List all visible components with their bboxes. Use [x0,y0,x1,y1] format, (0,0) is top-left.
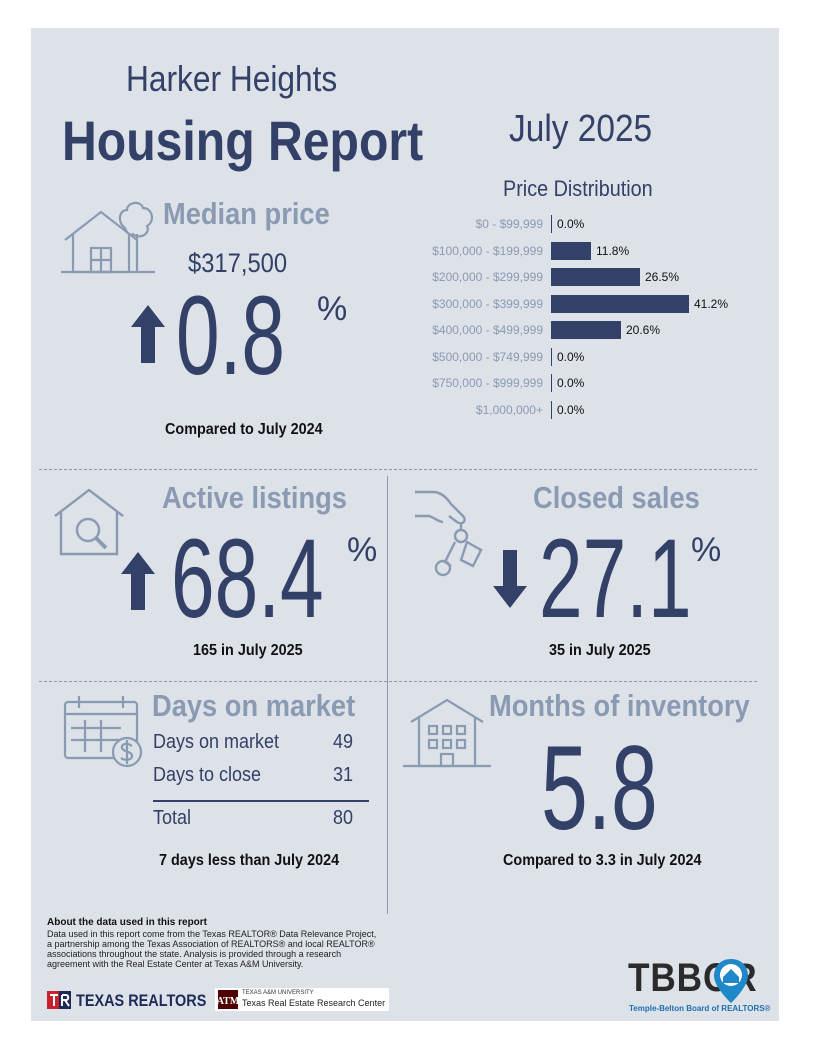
bar-value-label: 0.0% [557,217,585,231]
texas-realtors-label: TEXAS REALTORS [76,991,207,1010]
about-title: About the data used in this report [47,917,208,928]
dom-row-value: 49 [333,731,354,753]
bar-axis-tick [551,268,552,286]
house-search-icon [54,488,124,556]
bar-axis-tick [551,374,552,392]
median-pct-sign: % [317,290,348,328]
closed-sales-title: Closed sales [533,480,700,515]
tamu-badge: ATM TEXAS A&M UNIVERSITY Texas Real Esta… [215,988,389,1011]
arrow-up-icon [121,552,155,610]
bar-value-label: 26.5% [645,270,680,284]
median-price-value: $317,500 [188,248,288,278]
divider-horizontal-2 [39,681,757,682]
texas-realtors-logo-icon [47,991,71,1009]
bar-value-label: 0.0% [557,349,585,364]
dom-total-label: Total [153,807,192,829]
divider-vertical [387,476,388,914]
report-title: Housing Report [62,109,424,172]
house-tree-icon [61,201,155,274]
svg-text:ATM: ATM [218,996,238,1007]
bar-axis-tick [551,215,552,233]
tbbor-subtitle: Temple-Belton Board of REALTORS® [629,1004,771,1013]
price-range-label: $750,000 - $999,999 [432,376,543,390]
bar-axis-tick [551,241,552,260]
building-icon [403,698,491,768]
active-listings-title: Active listings [162,480,347,515]
dom-row-label: Days on market [153,731,280,753]
bar-value-label: 11.8% [596,243,630,258]
divider-horizontal-1 [39,469,757,470]
closed-pct-sign: % [691,531,722,569]
median-change-value: 0.8 [176,273,285,398]
dom-caption: 7 days less than July 2024 [159,852,340,869]
median-price-title: Median price [163,196,330,231]
price-range-label: $0 - $99,999 [475,217,543,231]
about-text: Data used in this report come from the T… [47,929,377,969]
active-pct-sign: % [347,531,378,569]
active-caption: 165 in July 2025 [193,642,303,659]
bar-axis-tick [551,321,552,339]
dom-total-value: 80 [333,807,354,829]
inventory-title: Months of inventory [489,688,750,723]
price-range-label: $200,000 - $299,999 [432,270,543,284]
price-range-label: $1,000,000+ [475,402,543,417]
inventory-value: 5.8 [541,721,658,855]
bar-value-label: 0.0% [557,376,585,390]
price-distribution-bar [552,268,640,286]
arrow-up-icon [131,305,165,363]
price-distribution-bar [552,241,591,260]
report-month: July 2025 [509,108,653,150]
price-range-label: $300,000 - $399,999 [432,296,543,311]
arrow-down-icon [493,550,527,608]
bar-value-label: 0.0% [557,402,585,417]
tamu-center-label: Texas Real Estate Research Center [242,998,386,1008]
dom-total-rule [153,800,369,802]
median-caption: Compared to July 2024 [165,421,323,438]
price-distribution-bar [552,294,689,313]
price-range-label: $500,000 - $749,999 [432,349,543,364]
dom-row-value: 31 [333,764,354,786]
tamu-small-label: TEXAS A&M UNIVERSITY [242,990,314,996]
dom-title: Days on market [152,688,356,723]
bar-value-label: 41.2% [694,296,729,311]
city-title: Harker Heights [126,58,338,99]
price-range-label: $100,000 - $199,999 [432,243,543,258]
bar-value-label: 20.6% [626,323,661,337]
location-pin-icon [714,959,748,1003]
bar-axis-tick [551,347,552,366]
price-distribution-bar [552,321,621,339]
closed-change-value: 27.1 [539,516,692,641]
price-range-label: $400,000 - $499,999 [432,323,543,337]
calendar-dollar-icon [63,696,143,768]
hand-key-icon [415,490,483,577]
active-change-value: 68.4 [171,516,324,641]
bar-axis-tick [551,294,552,313]
price-distribution-title: Price Distribution [503,176,653,201]
dom-row-label: Days to close [153,764,262,786]
inventory-caption: Compared to 3.3 in July 2024 [503,852,702,869]
tamu-logo-icon: ATM [218,990,238,1009]
closed-caption: 35 in July 2025 [549,642,651,659]
report-panel: Harker Heights Housing Report July 2025 … [31,28,779,1021]
bar-axis-tick [551,400,552,419]
